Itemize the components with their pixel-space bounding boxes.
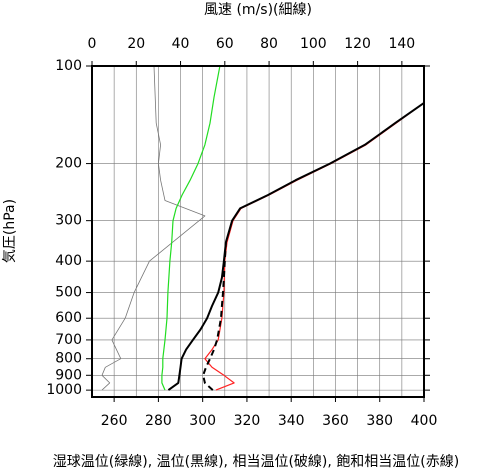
x-tick-label: 260 xyxy=(101,413,128,429)
y-tick-label: 900 xyxy=(55,367,82,383)
y-tick-label: 800 xyxy=(55,351,82,367)
x2-tick-label: 100 xyxy=(300,36,327,52)
plot-frame xyxy=(91,65,425,398)
x2-tick-label: 120 xyxy=(344,36,371,52)
y-tick-label: 200 xyxy=(55,156,82,172)
x2-tick-label: 60 xyxy=(216,36,234,52)
x2-tick-label: 140 xyxy=(388,36,415,52)
profile-line xyxy=(202,242,227,391)
y-tick-label: 1000 xyxy=(46,382,82,398)
x-tick-label: 400 xyxy=(411,413,438,429)
top-axis-title: 風速 (m/s)(細線) xyxy=(204,2,312,18)
x-tick-label: 300 xyxy=(189,413,216,429)
x2-tick-label: 40 xyxy=(172,36,190,52)
profile-line xyxy=(204,102,425,391)
y-tick-label: 300 xyxy=(55,213,82,229)
profile-line xyxy=(161,65,221,391)
y-tick-label: 500 xyxy=(55,285,82,301)
y-tick-label: 400 xyxy=(55,253,82,269)
y-tick-label: 700 xyxy=(55,332,82,348)
caption: 湿球温位(緑線), 温位(黒線), 相当温位(破線), 飽和相当温位(赤線) xyxy=(53,453,459,470)
x2-tick-label: 0 xyxy=(88,36,97,52)
x2-tick-label: 20 xyxy=(127,36,145,52)
y-axis-title: 気圧(hPa) xyxy=(2,199,18,263)
x-tick-label: 380 xyxy=(366,413,393,429)
profile-line xyxy=(101,65,206,391)
x-tick-label: 280 xyxy=(145,413,172,429)
x2-tick-label: 80 xyxy=(260,36,278,52)
y-tick-label: 600 xyxy=(55,310,82,326)
x-tick-label: 360 xyxy=(322,413,349,429)
profile-line xyxy=(167,102,425,391)
x-tick-label: 340 xyxy=(278,413,305,429)
x-tick-label: 320 xyxy=(234,413,261,429)
y-tick-label: 100 xyxy=(55,58,82,74)
